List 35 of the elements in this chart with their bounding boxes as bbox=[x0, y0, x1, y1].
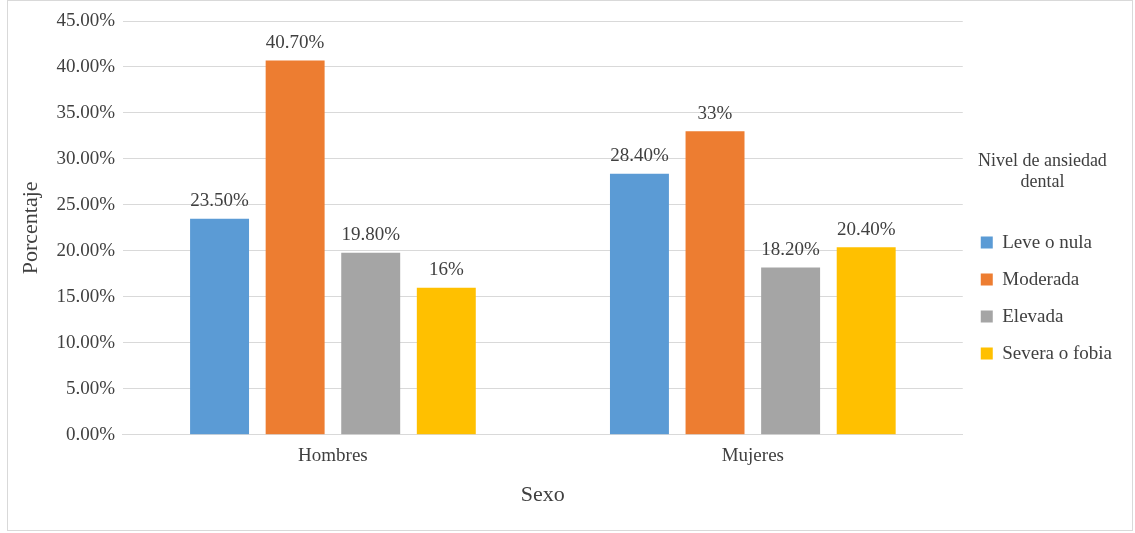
y-tick-label: 35.00% bbox=[56, 100, 116, 122]
y-tick-label: 40.00% bbox=[56, 54, 116, 76]
y-tick-label: 30.00% bbox=[56, 146, 116, 168]
data-label: 18.20% bbox=[761, 237, 821, 259]
y-tick-label: 0.00% bbox=[65, 422, 116, 444]
legend-label: Elevada bbox=[1002, 304, 1065, 326]
legend-title: Nivel de ansiedad dental bbox=[977, 149, 1107, 192]
bar bbox=[265, 60, 325, 435]
bar bbox=[761, 267, 821, 435]
y-tick-label: 45.00% bbox=[56, 8, 116, 30]
legend-label: Leve o nula bbox=[1002, 230, 1093, 252]
bar bbox=[609, 173, 669, 435]
legend-label: Severa o fobia bbox=[1002, 341, 1113, 363]
y-tick-label: 15.00% bbox=[56, 284, 116, 306]
bar bbox=[416, 287, 476, 435]
data-label: 19.80% bbox=[341, 223, 401, 245]
legend-label: Moderada bbox=[1002, 267, 1080, 289]
bar bbox=[836, 247, 896, 435]
y-tick-label: 20.00% bbox=[56, 238, 116, 260]
y-tick-label: 10.00% bbox=[56, 330, 116, 352]
data-label: 40.70% bbox=[265, 31, 325, 53]
bar bbox=[685, 131, 745, 435]
bar bbox=[341, 252, 401, 435]
data-label: 28.40% bbox=[610, 144, 669, 166]
data-label: 16% bbox=[428, 258, 464, 280]
bar bbox=[190, 218, 250, 435]
data-label: 20.40% bbox=[836, 217, 896, 239]
x-tick-label: Mujeres bbox=[721, 444, 784, 466]
y-axis-title: Porcentaje bbox=[16, 181, 42, 275]
y-tick-label: 5.00% bbox=[65, 376, 116, 398]
x-axis-title: Sexo bbox=[520, 480, 565, 506]
y-tick-label: 25.00% bbox=[56, 192, 116, 214]
data-label: 33% bbox=[697, 101, 733, 123]
data-label: 23.50% bbox=[190, 189, 250, 211]
x-tick-label: Hombres bbox=[298, 444, 368, 466]
